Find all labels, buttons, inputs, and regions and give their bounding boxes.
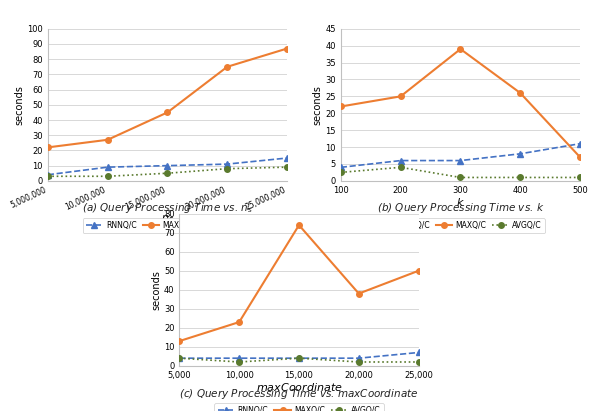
Line: AVGQ/C: AVGQ/C [176,356,422,365]
RNNQ/C [176,356,183,361]
Line: RNNQ/C: RNNQ/C [176,350,422,361]
MAXQ/C [517,90,524,95]
AVGQ/C [224,166,231,171]
RNNQ/C [224,162,231,166]
Legend: RNNQ/C, MAXQ/C, AVGQ/C: RNNQ/C, MAXQ/C, AVGQ/C [376,218,545,233]
Line: AVGQ/C: AVGQ/C [45,164,290,179]
Y-axis label: seconds: seconds [14,85,25,125]
AVGQ/C [283,165,291,170]
Line: MAXQ/C: MAXQ/C [45,46,290,150]
MAXQ/C [283,46,291,51]
MAXQ/C [236,320,243,325]
Text: (b) Query Processing Time vs. $k$: (b) Query Processing Time vs. $k$ [377,201,544,215]
Legend: RNNQ/C, MAXQ/C, AVGQ/C: RNNQ/C, MAXQ/C, AVGQ/C [83,218,252,233]
MAXQ/C [397,94,404,99]
RNNQ/C [295,356,303,361]
RNNQ/C [415,350,422,355]
RNNQ/C [576,141,584,146]
Y-axis label: seconds: seconds [313,85,322,125]
MAXQ/C [457,46,464,51]
MAXQ/C [337,104,344,109]
AVGQ/C [44,174,51,179]
MAXQ/C [576,155,584,159]
X-axis label: $n_s$: $n_s$ [161,214,174,226]
AVGQ/C [517,175,524,180]
Text: (c) Query Processing Time vs. $maxCoordinate$: (c) Query Processing Time vs. $maxCoordi… [179,387,419,401]
MAXQ/C [415,268,422,273]
AVGQ/C [576,175,584,180]
X-axis label: $maxCoordinate$: $maxCoordinate$ [255,381,343,393]
RNNQ/C [283,155,291,160]
RNNQ/C [44,172,51,177]
MAXQ/C [104,137,111,142]
AVGQ/C [236,360,243,365]
AVGQ/C [295,356,303,361]
Line: MAXQ/C: MAXQ/C [176,222,422,344]
AVGQ/C [164,171,171,176]
AVGQ/C [176,356,183,361]
Line: RNNQ/C: RNNQ/C [338,141,583,170]
RNNQ/C [337,165,344,170]
RNNQ/C [164,163,171,168]
Line: RNNQ/C: RNNQ/C [45,155,290,178]
Line: MAXQ/C: MAXQ/C [338,46,583,160]
MAXQ/C [224,64,231,69]
AVGQ/C [457,175,464,180]
AVGQ/C [415,360,422,365]
MAXQ/C [176,339,183,344]
AVGQ/C [337,170,344,175]
X-axis label: $k$: $k$ [456,196,465,208]
Y-axis label: seconds: seconds [151,270,161,310]
RNNQ/C [104,165,111,170]
RNNQ/C [517,151,524,156]
RNNQ/C [355,356,362,361]
AVGQ/C [104,174,111,179]
MAXQ/C [164,110,171,115]
AVGQ/C [355,360,362,365]
Text: (a) Query Processing Time vs. $n_s$: (a) Query Processing Time vs. $n_s$ [82,201,253,215]
Legend: RNNQ/C, MAXQ/C, AVGQ/C: RNNQ/C, MAXQ/C, AVGQ/C [215,403,383,411]
RNNQ/C [457,158,464,163]
MAXQ/C [295,223,303,228]
RNNQ/C [236,356,243,361]
MAXQ/C [355,291,362,296]
Line: AVGQ/C: AVGQ/C [338,164,583,180]
MAXQ/C [44,145,51,150]
RNNQ/C [397,158,404,163]
AVGQ/C [397,165,404,170]
